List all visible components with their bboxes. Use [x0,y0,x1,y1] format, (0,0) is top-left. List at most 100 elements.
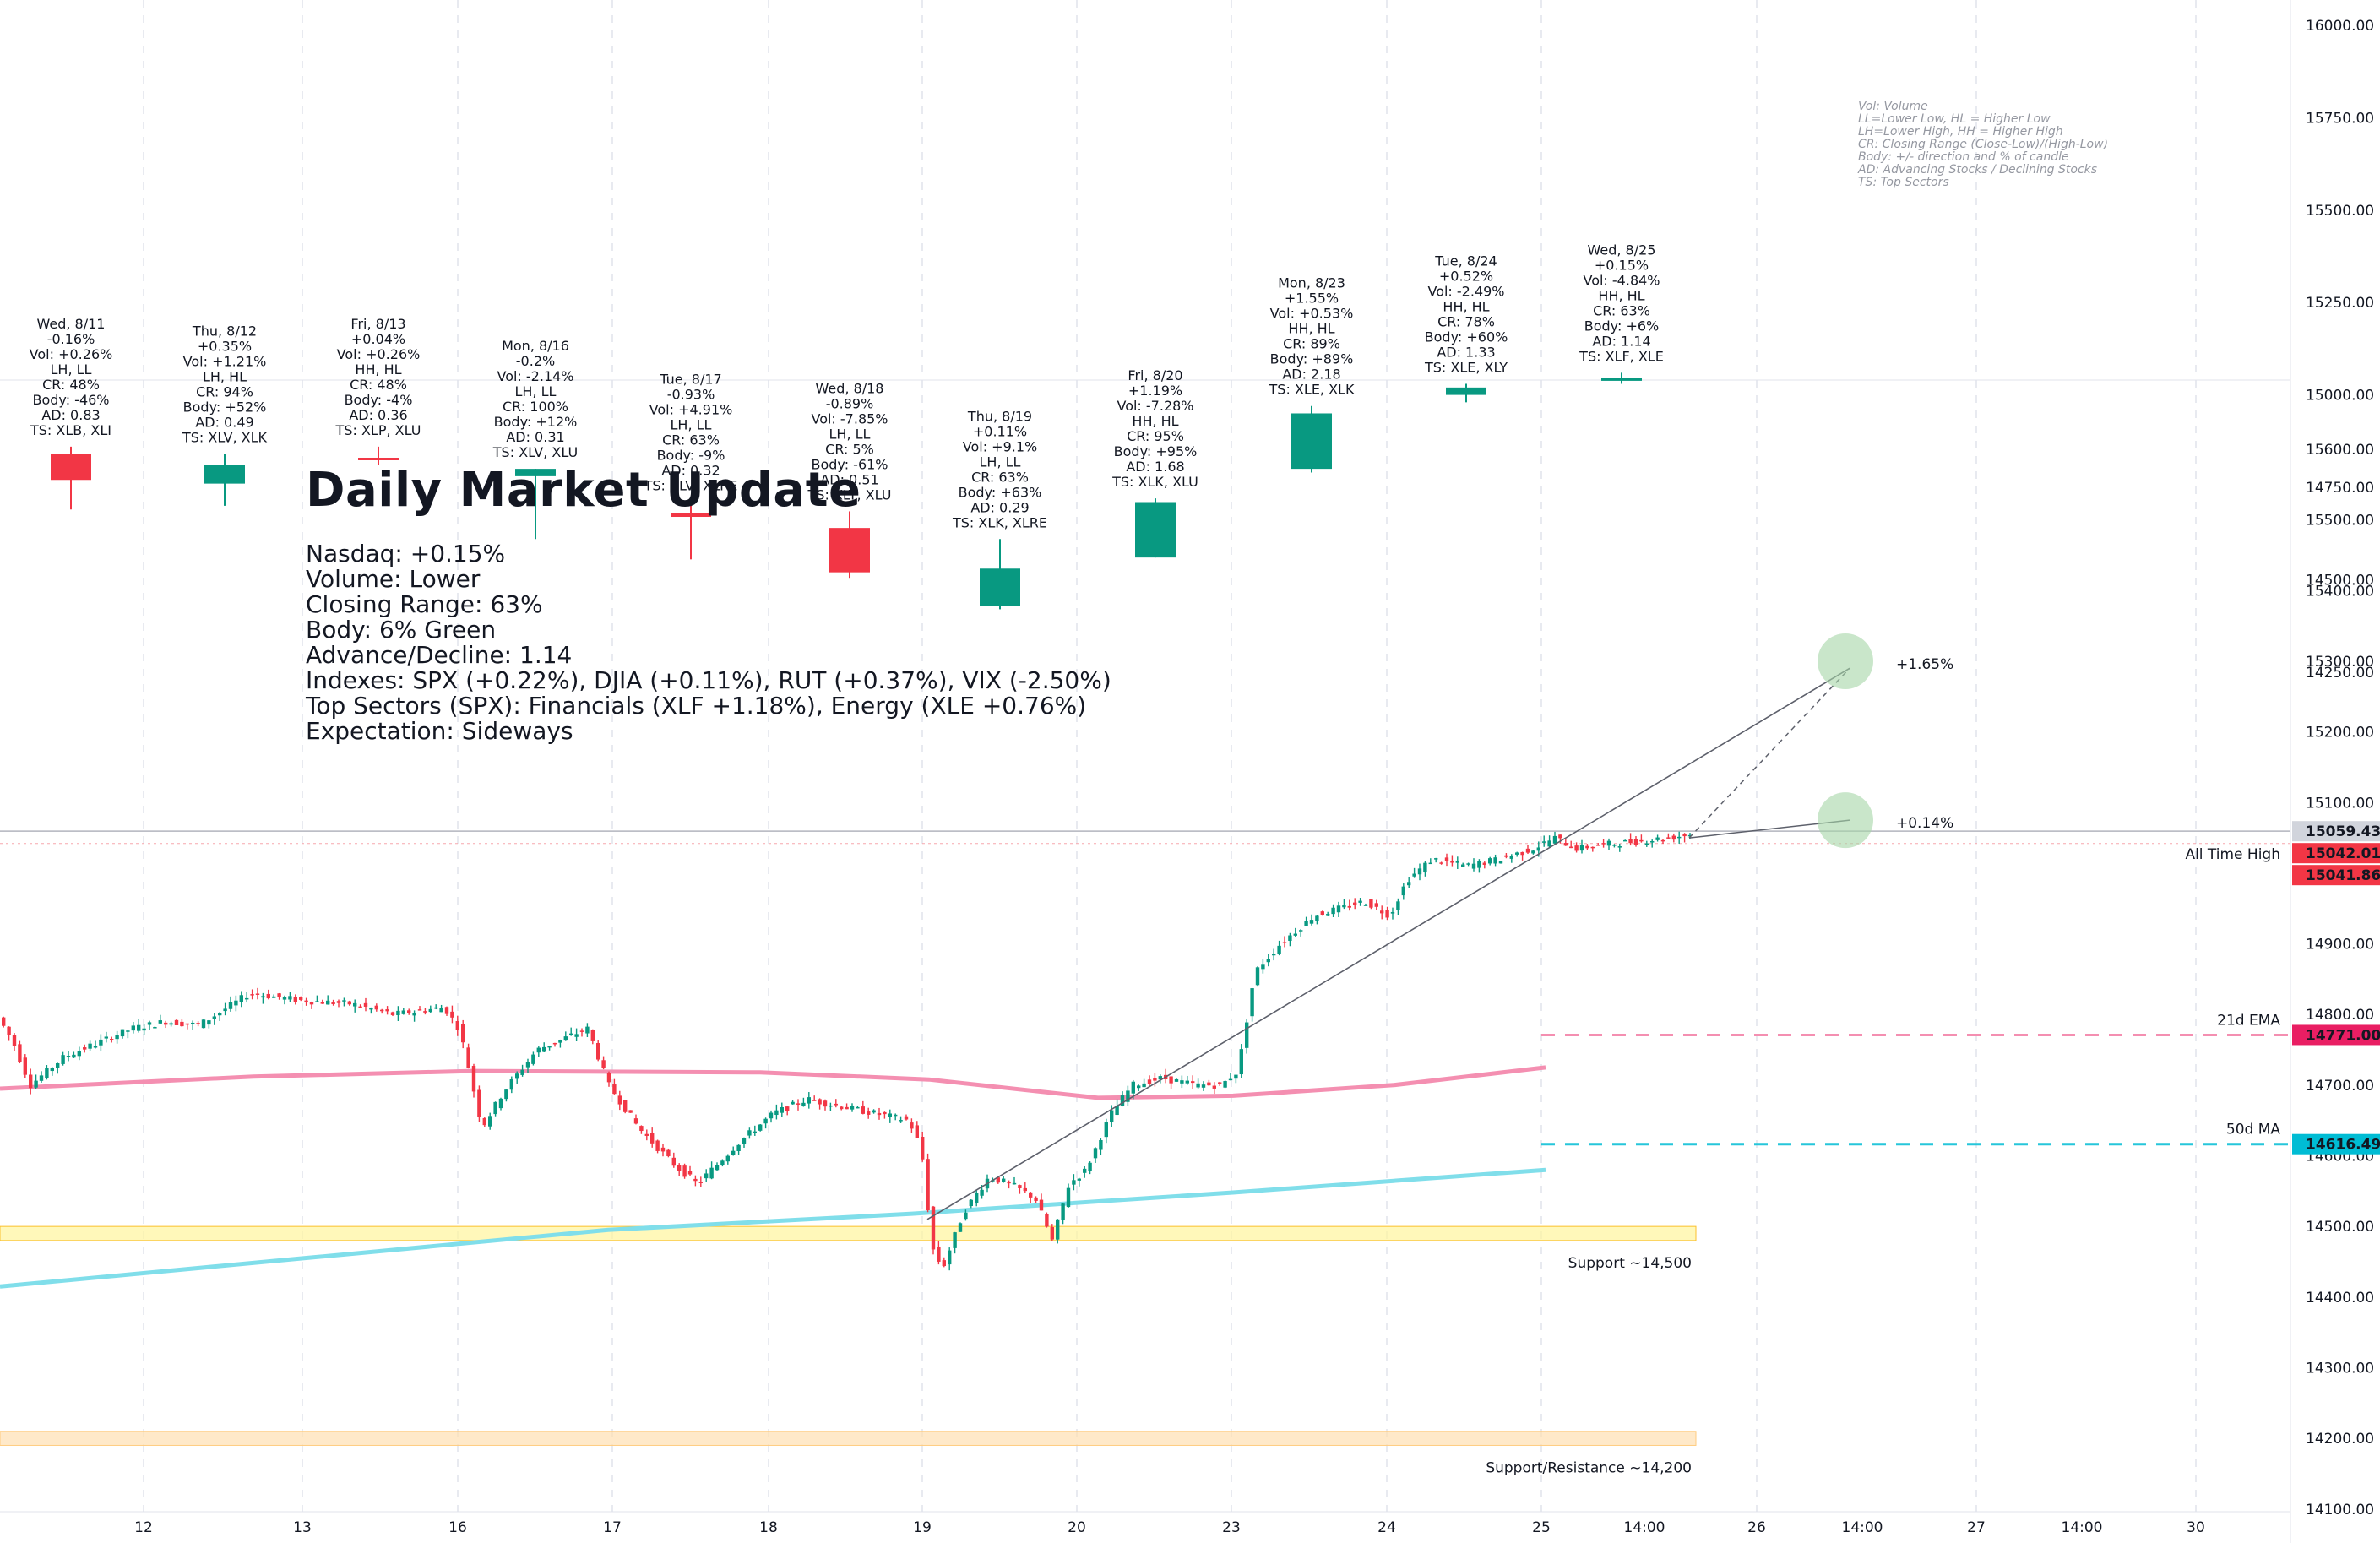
intraday-candle [921,1136,925,1160]
intraday-candle [515,1073,519,1079]
daily-stat-text: Tue, 8/24 [1434,253,1497,269]
daily-candle [829,528,870,573]
intraday-candle [958,1223,963,1232]
intraday-candle [639,1126,644,1132]
intraday-candle [725,1155,730,1162]
legend-entry: AD: Advancing Stocks / Declining Stocks [1857,163,2097,177]
intraday-candle [531,1054,535,1064]
intraday-candle [1088,1162,1092,1171]
intraday-candle [1579,844,1584,851]
intraday-candle [245,997,249,1000]
price-tick-label: 15400.00 [2306,583,2374,600]
intraday-candle [282,997,287,1000]
daily-stat-text: HH, HL [355,361,401,378]
price-label-close: 15041.86 [2306,867,2380,884]
intraday-candle [1628,839,1633,844]
intraday-candle [698,1182,703,1183]
intraday-candle [942,1260,946,1267]
intraday-candle [1569,846,1573,849]
daily-stat-text: AD: 0.49 [195,415,253,431]
intraday-candle [1223,1081,1227,1088]
intraday-candle [1574,845,1579,851]
intraday-candle [1191,1081,1195,1084]
intraday-candle [1050,1227,1054,1240]
intraday-candle [682,1165,687,1177]
intraday-candle [1299,930,1303,932]
intraday-candle [1428,862,1432,865]
intraday-candle [50,1068,54,1072]
intraday-candle [563,1036,568,1041]
intraday-candle [1504,855,1508,857]
intraday-candle [250,994,254,996]
intraday-candle [509,1079,513,1090]
intraday-candle [1650,841,1655,843]
projection-label: +0.14% [1896,815,1953,832]
intraday-candle [996,1177,1000,1183]
daily-stat-text: -0.93% [667,387,715,403]
daily-stat-text: Body: -46% [32,392,109,408]
daily-stat-text: CR: 63% [1593,302,1650,318]
daily-stat-text: CR: 5% [825,441,874,457]
intraday-candle [147,1022,152,1025]
daily-stat-text: LH, LL [829,426,871,442]
intraday-candle [1137,1085,1141,1089]
daily-stat-text: Vol: +0.53% [1270,306,1354,322]
intraday-candle [915,1125,919,1138]
intraday-candle [299,997,303,1000]
daily-stat-text: TS: XLK, XLRE [952,514,1047,530]
legend-entry: LH=Lower High, HH = Higher High [1858,125,2063,139]
daily-stat-text: HH, HL [1443,298,1489,314]
intraday-candle [704,1173,709,1179]
price-tick-label: 14750.00 [2306,480,2374,497]
intraday-candle [23,1057,27,1075]
time-axis: 12 13 16 17 18 19 20 23 24 25 14:00 26 14:00 27 14:00 3… [0,1511,2290,1536]
intraday-candle [1617,846,1622,848]
intraday-candle [1180,1080,1184,1084]
intraday-candle [1077,1178,1081,1181]
ema-value-label-bg [2292,1024,2380,1046]
intraday-candle [385,1009,389,1012]
intraday-candle [617,1095,622,1105]
intraday-candle [660,1147,666,1152]
intraday-candle [731,1150,736,1155]
intraday-candle [401,1010,405,1014]
intraday-candle [1023,1187,1027,1192]
intraday-candle [1563,843,1568,846]
intraday-candle [293,996,297,1002]
intraday-candle [1007,1182,1011,1184]
daily-stat-text: AD: 0.51 [820,471,878,487]
intraday-candle [1239,1049,1243,1075]
time-tick-label: 23 [1222,1519,1241,1536]
intraday-candle [623,1100,628,1112]
daily-stat-text: -0.2% [516,353,555,369]
intraday-candle [1347,905,1351,908]
intraday-candle [126,1030,130,1032]
intraday-candle [353,1002,357,1007]
price-tick-label: 14500.00 [2306,1219,2374,1236]
ma-value-label-bg [2292,1133,2380,1155]
intraday-candle [115,1035,119,1040]
daily-stat-text: AD: 1.68 [1126,459,1184,475]
intraday-candle [1099,1139,1103,1150]
intraday-candle [980,1189,984,1196]
intraday-candle [829,1105,833,1107]
intraday-candle [7,1026,11,1035]
annotation-line-advance-decline: Advance/Decline: 1.14 [306,641,573,669]
intraday-candle [380,1009,384,1012]
daily-stat-text: Wed, 8/11 [37,316,106,332]
ema-21d-line [0,1065,1546,1100]
indicator-lines [0,830,2290,1289]
intraday-candle [1558,834,1562,839]
price-tick-label: 15250.00 [2306,295,2374,312]
daily-stat-text: TS: XLY, XLU [807,486,892,503]
daily-stat-text: Body: +6% [1584,318,1660,334]
intraday-candle [1245,1022,1249,1048]
intraday-candle [1666,837,1671,839]
price-tick-label: 15750.00 [2306,110,2374,127]
intraday-candle [574,1034,579,1037]
intraday-candle [1601,843,1606,845]
intraday-candle [1488,858,1492,864]
intraday-candle [1639,839,1644,842]
intraday-candle [612,1084,617,1095]
daily-stat-text: Vol: -7.28% [1117,398,1193,414]
